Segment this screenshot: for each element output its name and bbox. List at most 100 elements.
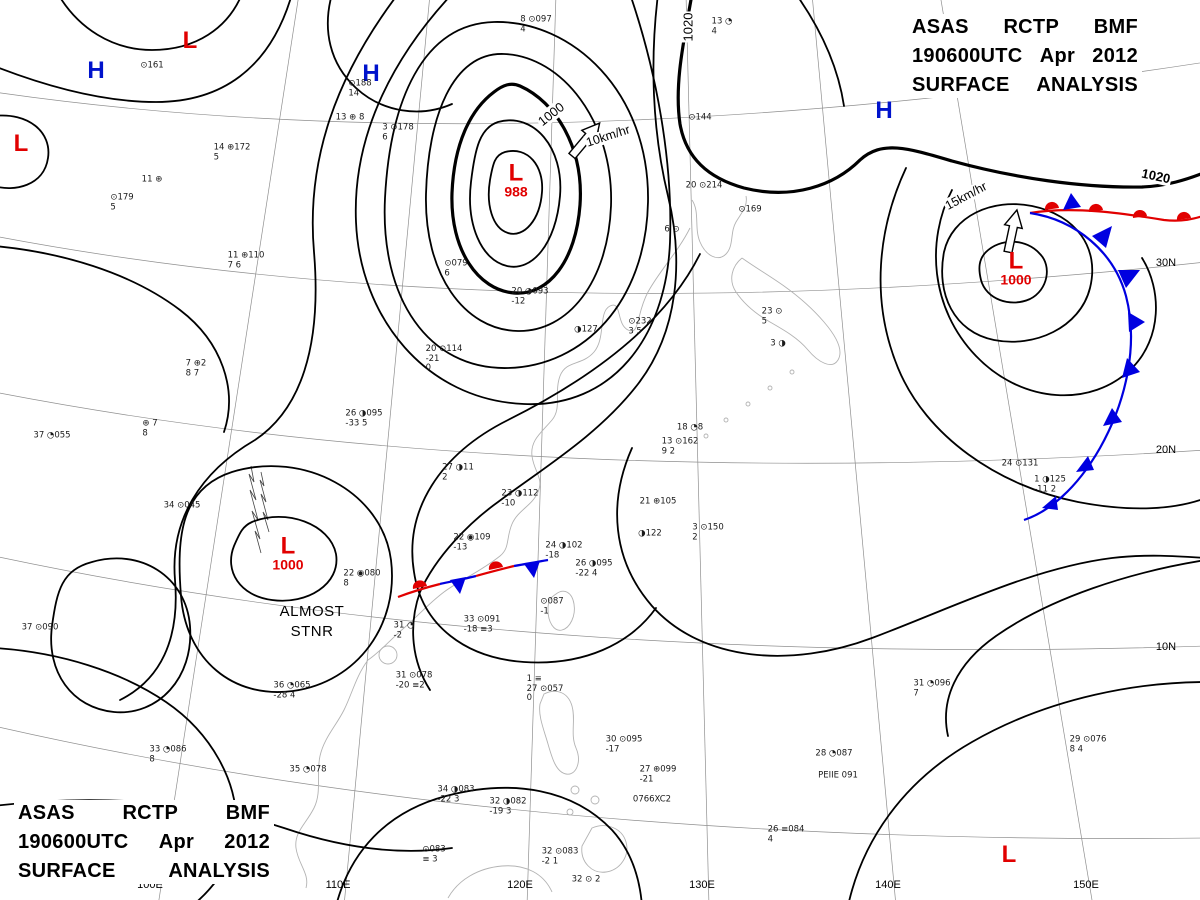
station-text: -13 [453,541,468,552]
station-text: ⊙232 [628,316,652,327]
title-line: ASAS RCTP BMF [912,16,1138,38]
station-text: 3 ⊙178 [382,122,414,133]
station-plot: ⊙169 [738,204,762,216]
station-text: 5 [110,201,116,212]
station-text: 26 ◑095 [575,558,613,569]
station-text: 30 ⊙095 [605,734,643,745]
station-text: 11 ⊕ [141,174,163,185]
pressure-letter: L [1008,247,1024,275]
title-word: 2012 [1092,45,1138,67]
station-plot: 3 ◑ [770,338,786,350]
station-text: 32 ⊙083 [541,846,579,857]
station-plot: 23 ⊙ 5 [762,307,783,326]
station-text: 36 ◔065 [273,680,311,691]
station-plot: 21 ⊕105 [640,497,677,508]
station-text: -2 [393,629,403,640]
stationary-front-warm-seg [397,582,441,599]
station-text: ◑127 [574,324,598,335]
title-word: 190600UTC [912,45,1023,67]
station-plot: 26 ◑095 -33 5 [345,409,382,428]
low-pressure-center: L [183,29,198,53]
stationary-note: ALMOST STNR [279,603,345,640]
title-word: ASAS [18,802,75,824]
station-plot: ⊙179 5 [110,193,133,212]
station-text: 37 ◔055 [33,430,71,441]
station-text: -28 4 [273,689,296,700]
station-text: ⊙188 [348,78,372,89]
station-plot: 26 ◑095 -22 4 [575,559,612,578]
station-plot: 24 ⊙131 [1002,459,1039,470]
pressure-letter: H [87,57,105,84]
station-text: -10 [501,497,516,508]
station-text: 4 [711,25,717,36]
station-text: 23 ◑112 [501,488,539,499]
station-plot: 0766XC2 [633,795,671,806]
station-plot: 32 ⊙ 2 [572,875,601,886]
station-text: ≡ 3 [422,853,438,864]
station-plot: ⊙161 [140,61,163,72]
low-pressure-center: L 1000 [272,534,303,573]
station-plot: 30 ⊙095 -17 [606,735,643,754]
station-text: -20 ≡2 [395,679,425,690]
isobar-value-label: 1020 [1139,165,1173,187]
station-text: 1 ◑125 [1034,474,1066,485]
station-text: 33 ⊙091 [463,614,501,625]
station-text: -12 [511,295,526,306]
station-text: 7 [913,687,919,698]
title-word: SURFACE [912,74,1010,96]
station-plot: 26 ≡084 4 [768,825,805,844]
station-text: 6 [444,267,450,278]
station-plot: 6 ⊙ [664,225,679,236]
station-text: 34 ◑083 [437,784,475,795]
low-pressure-center: L 988 [504,161,527,200]
station-text: 18 ◔8 [676,422,704,433]
isobar-value-label: 1020 [680,11,696,43]
chart-title-bottom-left: ASAS RCTP BMF 190600UTC Apr 2012 SURFACE ANALYS… [14,800,274,884]
longitude-label: 110E [325,879,351,891]
station-text: -21 [425,353,440,364]
station-text: 4 [767,833,773,844]
terrain-mark [248,465,270,554]
title-line: 190600UTC Apr 2012 [18,831,270,853]
station-text: -11 2 [1034,483,1057,494]
station-plot: 37 ⊙090 [21,622,59,634]
station-plot: ◑127 [574,324,598,336]
station-text: 3 ◑ [770,338,786,349]
latitude-label: 20N [1155,444,1177,456]
station-text: ⊙083 [422,844,446,855]
station-text: 37 ⊙090 [21,622,59,633]
station-text: -22 3 [437,793,460,804]
station-text: ⊙169 [738,204,762,215]
station-plot: 22 ◉109 -13 [453,533,490,552]
title-word: ASAS [912,16,969,38]
station-text: ⊙144 [688,112,712,123]
title-word: Apr [1039,45,1076,67]
station-text: 13 ⊙162 [661,436,699,447]
station-plot: 31 ⊙078 -20 ≡2 [396,671,433,690]
station-text: 8 4 [1069,743,1084,754]
pressure-letter: L [1001,841,1017,868]
station-text: 8 7 [185,367,200,378]
chart-title-top-right: ASAS RCTP BMF 190600UTC Apr 2012 SURFACE ANALYS… [908,14,1142,98]
station-text: 33 ◔086 [149,744,187,755]
station-plot: 1 ≡ 27 ⊙057 0 [527,675,564,704]
station-plot: 23 ◑112 -10 [501,489,538,508]
wind-speed-label: 15km/hr [941,178,991,214]
station-plot: 3 ⊙150 2 [692,523,723,542]
station-text: 22 ◉109 [453,532,491,543]
station-text: 31 ⊙078 [395,670,433,681]
station-text: ⊙179 [110,192,134,203]
station-plot: 27 ⊕099 -21 [640,765,677,784]
station-plot: 13 ◔ 4 [712,17,733,36]
warm-front-line [1029,209,1200,222]
station-plot: 36 ◔065 -28 4 [273,681,310,700]
station-text: -18 ≡3 [463,623,493,634]
title-line: 190600UTC Apr 2012 [912,45,1138,67]
title-word: SURFACE [18,860,116,882]
station-plot: 35 ◔078 [289,765,326,776]
high-pressure-center: H [362,62,379,86]
station-text: 20 ⊙114 [425,344,463,355]
station-plot: 13 ⊙162 9 2 [662,437,699,456]
